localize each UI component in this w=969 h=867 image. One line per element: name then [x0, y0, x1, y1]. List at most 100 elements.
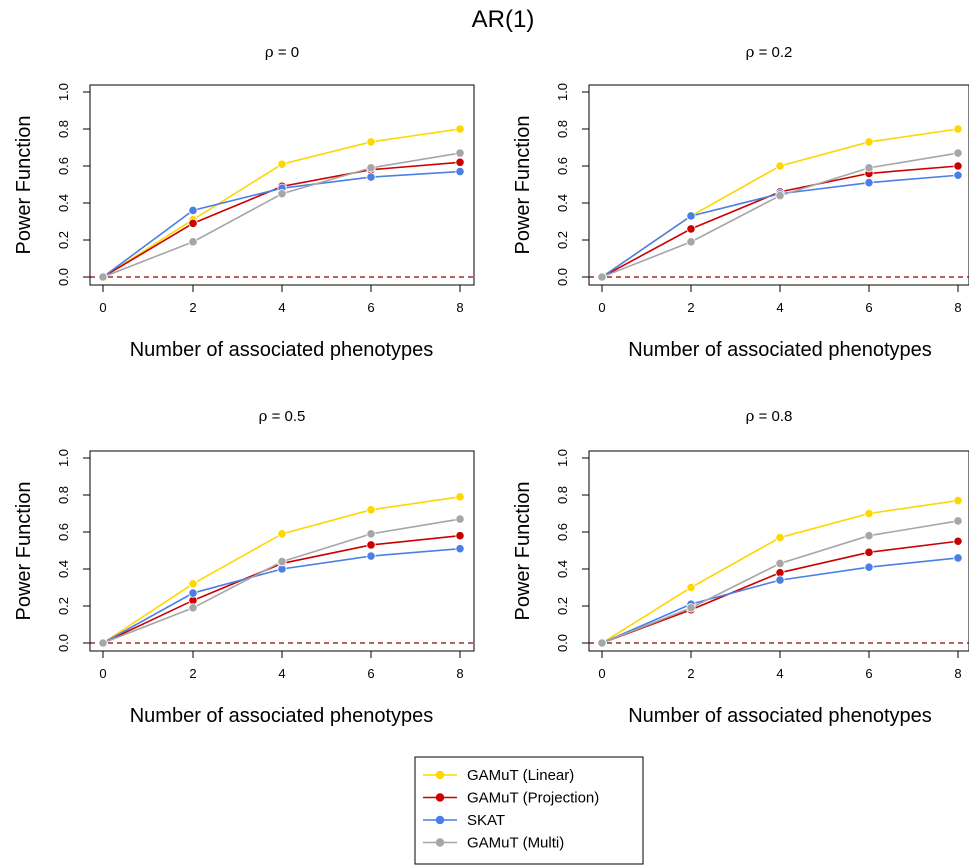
y-tick-label: 0.6 [555, 157, 570, 175]
data-point [953, 170, 963, 180]
series-line-3 [102, 152, 461, 278]
series-line-0 [601, 128, 959, 278]
panel-3: ρ = 0.5 0.0 0.2 0.4 0.6 0.8 1.0 0 2 4 6 8 Number of … [13, 407, 475, 727]
x-tick-label: 2 [189, 300, 196, 315]
data-point [775, 558, 785, 569]
data-point [953, 124, 963, 134]
data-point [953, 148, 963, 158]
data-point [455, 531, 465, 541]
y-tick-label: 0.8 [56, 486, 71, 504]
data-point [597, 638, 607, 648]
y-axis-label: Power Function [13, 482, 35, 621]
legend-entry: GAMuT (Projection) [467, 790, 599, 807]
legend-entry: SKAT [467, 812, 505, 829]
x-tick-label: 4 [278, 300, 285, 315]
y-tick-label: 0.8 [56, 120, 71, 138]
x-tick-label: 6 [367, 666, 374, 681]
x-tick-label: 4 [776, 300, 783, 315]
x-tick-label: 6 [367, 300, 374, 315]
panel-subtitle: ρ = 0.8 [746, 407, 793, 425]
data-point [277, 556, 287, 567]
data-point [455, 157, 465, 167]
data-point [953, 536, 963, 546]
panel-subtitle: ρ = 0.5 [259, 407, 306, 425]
rho-value: = 0.2 [754, 44, 792, 61]
y-tick-label: 1.0 [56, 449, 71, 467]
legend: GAMuT (Linear) GAMuT (Projection) SKAT GAMu… [414, 756, 644, 865]
rho-symbol: ρ [259, 407, 268, 425]
data-point [188, 205, 198, 215]
plot-frame [89, 450, 475, 652]
x-tick-label: 8 [456, 300, 463, 315]
y-tick-label: 0.4 [56, 194, 71, 212]
data-point [864, 137, 874, 147]
data-point [188, 579, 198, 589]
x-tick-label: 8 [954, 300, 961, 315]
data-point [597, 272, 607, 282]
rho-value: = 0.5 [267, 408, 305, 425]
y-tick-label: 0.2 [56, 231, 71, 249]
data-point [953, 495, 963, 506]
data-point [864, 508, 874, 519]
data-point [98, 638, 108, 648]
series-line-1 [601, 540, 959, 644]
rho-value: = 0.8 [754, 408, 792, 425]
series-line-0 [102, 128, 461, 278]
series-line-1 [102, 161, 461, 278]
x-axis-label: Number of associated phenotypes [628, 339, 932, 361]
legend-entry: GAMuT (Linear) [467, 767, 574, 784]
x-tick-label: 6 [865, 666, 872, 681]
x-tick-label: 4 [278, 666, 285, 681]
y-tick-label: 0.2 [555, 597, 570, 615]
panel-subtitle: ρ = 0 [265, 43, 299, 61]
series-line-1 [601, 165, 959, 278]
y-tick-label: 0.0 [56, 634, 71, 652]
panel-4: ρ = 0.8 0.0 0.2 0.4 0.6 0.8 1.0 0 2 4 6 8 Number of … [512, 407, 969, 727]
y-tick-label: 1.0 [555, 449, 570, 467]
data-point [366, 163, 376, 173]
data-point [775, 532, 785, 543]
x-tick-label: 0 [99, 300, 106, 315]
data-point [686, 224, 696, 234]
x-tick-label: 8 [456, 666, 463, 681]
data-point [953, 516, 963, 526]
data-point [775, 575, 785, 585]
data-point [686, 582, 696, 593]
plot-frame [588, 84, 969, 286]
y-tick-label: 0.8 [555, 486, 570, 504]
data-point [455, 492, 465, 502]
data-point [188, 588, 198, 598]
y-tick-label: 0.6 [555, 523, 570, 541]
y-tick-label: 1.0 [56, 83, 71, 101]
rho-symbol: ρ [746, 407, 755, 425]
data-point [953, 553, 963, 563]
x-tick-label: 4 [776, 666, 783, 681]
x-axis-label: Number of associated phenotypes [628, 705, 932, 727]
data-point [686, 211, 696, 221]
y-tick-label: 0.0 [555, 634, 570, 652]
rho-value: = 0 [274, 44, 299, 61]
data-point [455, 124, 465, 134]
panel-2: ρ = 0.2 0.0 0.2 0.4 0.6 0.8 1.0 0 2 4 6 8 Number of … [512, 43, 969, 361]
data-point [455, 148, 465, 158]
data-point [864, 163, 874, 173]
data-point [366, 551, 376, 561]
data-point [686, 603, 696, 613]
y-tick-label: 0.4 [56, 560, 71, 578]
data-point [277, 159, 287, 169]
series-line-1 [102, 534, 461, 644]
x-tick-label: 2 [687, 300, 694, 315]
legend-entry: GAMuT (Multi) [467, 835, 564, 852]
data-point [864, 178, 874, 188]
y-tick-label: 0.4 [555, 560, 570, 578]
x-tick-label: 0 [99, 666, 106, 681]
data-point [188, 603, 198, 613]
data-point [455, 544, 465, 554]
y-tick-label: 1.0 [555, 83, 570, 101]
data-point [98, 272, 108, 282]
x-tick-label: 6 [865, 300, 872, 315]
rho-symbol: ρ [265, 43, 274, 61]
data-point [366, 172, 376, 182]
x-tick-label: 2 [189, 666, 196, 681]
